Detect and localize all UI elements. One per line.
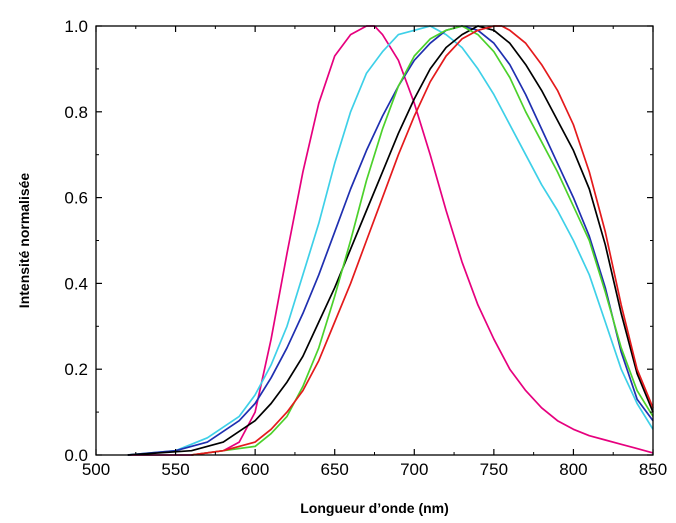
y-axis-title: Intensité normalisée [16, 173, 32, 309]
y-tick-label: 0.2 [64, 360, 88, 379]
series-line-4 [127, 25, 654, 456]
plot-frame [95, 25, 654, 456]
y-tick-label: 0.8 [64, 103, 88, 122]
tick-labels: 500 550 600 650 700 750 800 850 0.0 0.2 0.4 0.6 0.8 1… [64, 17, 667, 479]
series-line-1 [127, 25, 654, 456]
series-layer [127, 25, 654, 456]
x-axis-title: Longueur d’onde (nm) [300, 500, 449, 516]
y-tick-label: 0.0 [64, 446, 88, 465]
x-tick-label: 500 [82, 460, 110, 479]
series-line-3 [127, 25, 654, 456]
y-tick-label: 1.0 [64, 17, 88, 36]
x-tick-label: 850 [639, 460, 667, 479]
y-tick-label: 0.6 [64, 189, 88, 208]
series-line-2 [127, 25, 654, 456]
x-tick-label: 550 [161, 460, 189, 479]
ticks-layer [95, 25, 654, 456]
x-tick-label: 800 [559, 460, 587, 479]
series-line-6 [191, 25, 654, 456]
x-tick-label: 600 [241, 460, 269, 479]
x-tick-label: 650 [321, 460, 349, 479]
y-tick-label: 0.4 [64, 274, 88, 293]
x-tick-label: 700 [400, 460, 428, 479]
x-tick-label: 750 [480, 460, 508, 479]
series-line-5 [191, 25, 654, 456]
